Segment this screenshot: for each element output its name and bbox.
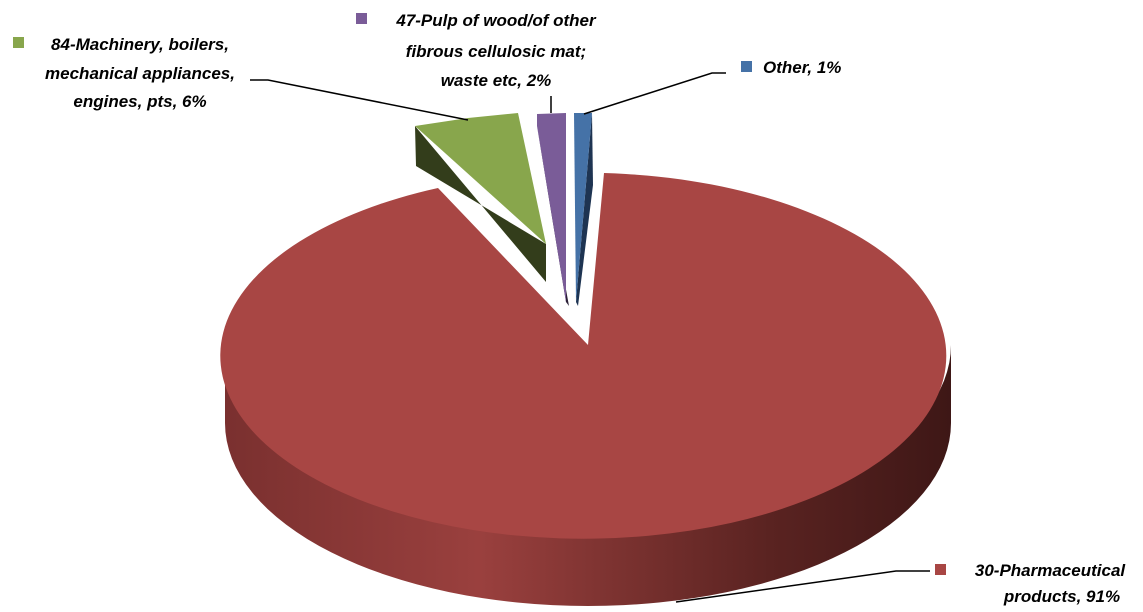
- label-machinery-line-3: engines, pts, 6%: [73, 92, 206, 111]
- label-pulp-line-2: fibrous cellulosic mat;: [406, 42, 586, 61]
- leader-line-other: [583, 72, 726, 115]
- label-pulp-line-3: waste etc, 2%: [441, 71, 552, 90]
- slice-side-pharmaceutical: [225, 345, 951, 606]
- legend-swatch-other: [741, 61, 752, 72]
- label-other-line-1: Other, 1%: [763, 58, 841, 77]
- slice-machinery: [415, 113, 546, 244]
- slice-side-other: [576, 113, 593, 306]
- slice-pulp: [537, 113, 566, 302]
- leader-line-machinery: [250, 79, 469, 121]
- label-pharmaceutical: 30-Pharmaceutical products, 91%: [935, 561, 1126, 606]
- label-machinery: 84-Machinery, boilers, mechanical applia…: [13, 35, 235, 111]
- legend-swatch-pharmaceutical: [935, 564, 946, 575]
- label-pulp: 47-Pulp of wood/of other fibrous cellulo…: [356, 11, 597, 90]
- legend-swatch-machinery: [13, 37, 24, 48]
- label-machinery-line-1: 84-Machinery, boilers,: [51, 35, 229, 54]
- label-other: Other, 1%: [741, 58, 841, 77]
- label-pharmaceutical-line-2: products, 91%: [1003, 587, 1120, 606]
- label-pulp-line-1: 47-Pulp of wood/of other: [395, 11, 597, 30]
- legend-swatch-pulp: [356, 13, 367, 24]
- leader-line-pharmaceutical: [675, 570, 930, 603]
- slice-other: [574, 113, 592, 302]
- label-machinery-line-2: mechanical appliances,: [45, 64, 235, 83]
- slice-pharmaceutical: [220, 173, 947, 539]
- slice-side-machinery: [415, 126, 546, 282]
- label-pharmaceutical-line-1: 30-Pharmaceutical: [975, 561, 1127, 580]
